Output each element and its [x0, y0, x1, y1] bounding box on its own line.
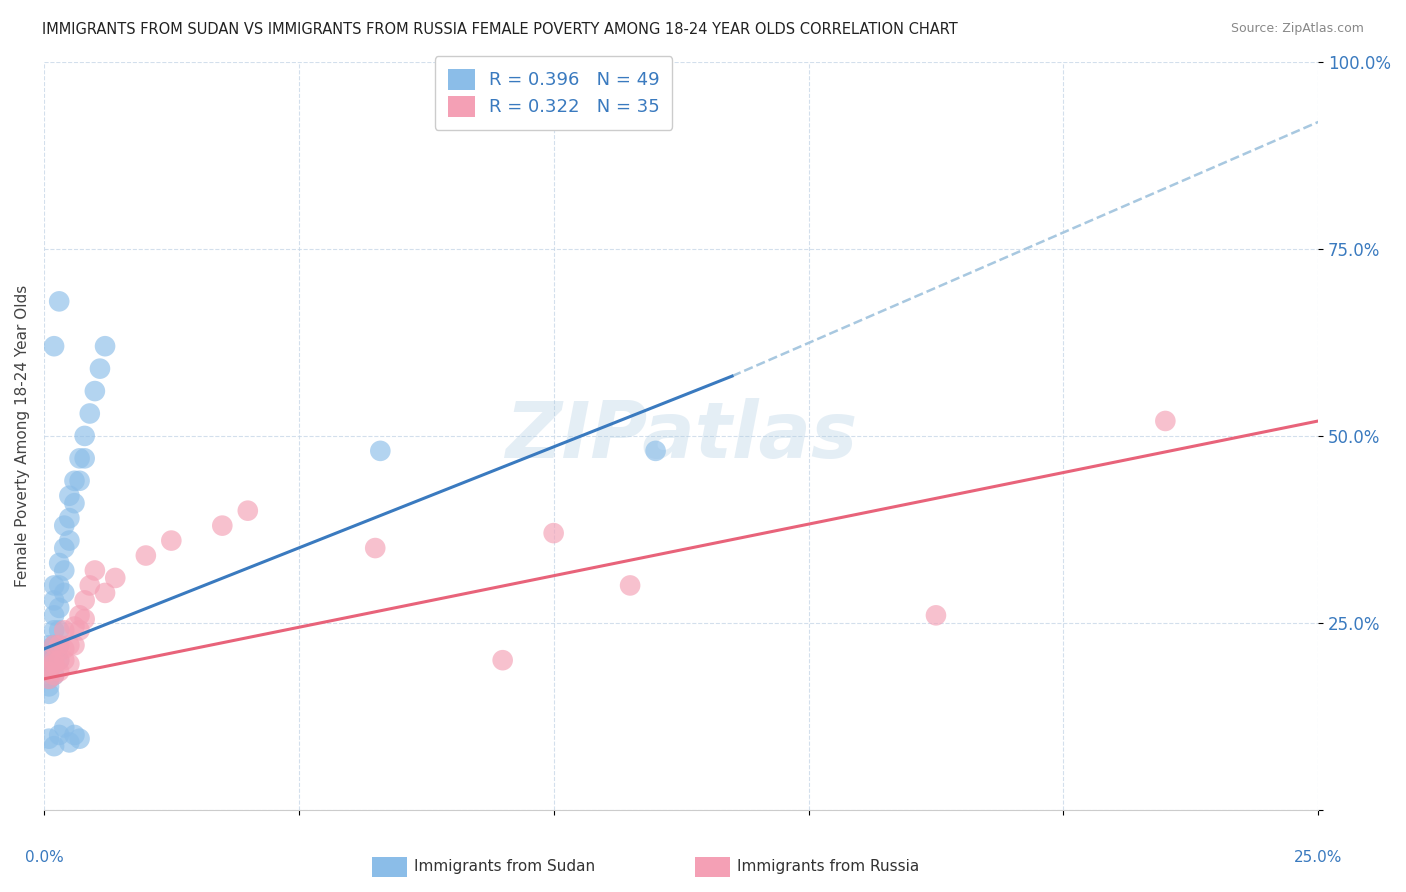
Text: Immigrants from Sudan: Immigrants from Sudan — [413, 859, 595, 874]
Point — [69, 624, 91, 638]
Text: 25.0%: 25.0% — [1294, 850, 1343, 865]
Point — [63, 728, 86, 742]
Legend: R = 0.396   N = 49, R = 0.322   N = 35: R = 0.396 N = 49, R = 0.322 N = 35 — [434, 56, 672, 129]
Point — [79, 578, 101, 592]
Point — [42, 668, 65, 682]
Point — [38, 672, 60, 686]
Point — [38, 638, 60, 652]
Point — [38, 665, 60, 679]
Point — [63, 638, 86, 652]
Point — [48, 578, 70, 592]
Point — [211, 518, 233, 533]
Point — [42, 339, 65, 353]
Point — [53, 653, 76, 667]
Point — [42, 739, 65, 753]
Point — [42, 593, 65, 607]
Point — [42, 668, 65, 682]
Point — [48, 624, 70, 638]
Point — [38, 653, 60, 667]
Point — [48, 294, 70, 309]
Y-axis label: Female Poverty Among 18-24 Year Olds: Female Poverty Among 18-24 Year Olds — [15, 285, 30, 587]
Point — [160, 533, 183, 548]
Point — [58, 533, 80, 548]
Point — [48, 653, 70, 667]
Point — [48, 638, 70, 652]
Point — [492, 653, 515, 667]
Point — [38, 672, 60, 686]
Point — [42, 608, 65, 623]
Point — [135, 549, 157, 563]
Point — [63, 474, 86, 488]
Point — [1154, 414, 1177, 428]
Point — [42, 578, 65, 592]
Point — [69, 451, 91, 466]
Point — [53, 541, 76, 555]
Point — [58, 638, 80, 652]
Point — [104, 571, 127, 585]
Point — [38, 665, 60, 679]
Point — [58, 735, 80, 749]
Point — [38, 653, 60, 667]
Point — [73, 612, 96, 626]
Point — [370, 443, 392, 458]
Point — [42, 638, 65, 652]
Point — [89, 361, 111, 376]
Point — [53, 586, 76, 600]
Point — [48, 638, 70, 652]
Point — [42, 624, 65, 638]
Point — [69, 731, 91, 746]
Point — [73, 593, 96, 607]
Point — [53, 642, 76, 657]
Point — [42, 657, 65, 671]
Point — [58, 657, 80, 671]
Point — [619, 578, 641, 592]
Point — [53, 564, 76, 578]
Point — [38, 731, 60, 746]
Point — [42, 653, 65, 667]
Point — [53, 721, 76, 735]
Point — [94, 339, 117, 353]
Point — [94, 586, 117, 600]
Point — [48, 600, 70, 615]
Point — [69, 608, 91, 623]
Point — [79, 407, 101, 421]
Text: Immigrants from Russia: Immigrants from Russia — [737, 859, 920, 874]
Text: IMMIGRANTS FROM SUDAN VS IMMIGRANTS FROM RUSSIA FEMALE POVERTY AMONG 18-24 YEAR : IMMIGRANTS FROM SUDAN VS IMMIGRANTS FROM… — [42, 22, 957, 37]
Point — [48, 653, 70, 667]
Point — [63, 496, 86, 510]
Point — [364, 541, 387, 555]
Point — [69, 474, 91, 488]
Point — [48, 556, 70, 570]
Point — [38, 657, 60, 671]
Point — [63, 619, 86, 633]
Point — [83, 564, 105, 578]
Point — [543, 526, 565, 541]
Point — [58, 511, 80, 525]
Point — [48, 728, 70, 742]
Text: ZIPatlas: ZIPatlas — [505, 398, 858, 474]
Point — [48, 665, 70, 679]
Point — [236, 504, 259, 518]
Point — [925, 608, 948, 623]
Point — [38, 687, 60, 701]
Point — [58, 489, 80, 503]
Point — [38, 642, 60, 657]
Point — [73, 429, 96, 443]
Text: Source: ZipAtlas.com: Source: ZipAtlas.com — [1230, 22, 1364, 36]
Point — [73, 451, 96, 466]
Point — [83, 384, 105, 398]
Point — [53, 518, 76, 533]
Point — [38, 679, 60, 693]
Point — [42, 653, 65, 667]
Point — [53, 624, 76, 638]
Point — [42, 638, 65, 652]
Point — [644, 443, 666, 458]
Text: 0.0%: 0.0% — [24, 850, 63, 865]
